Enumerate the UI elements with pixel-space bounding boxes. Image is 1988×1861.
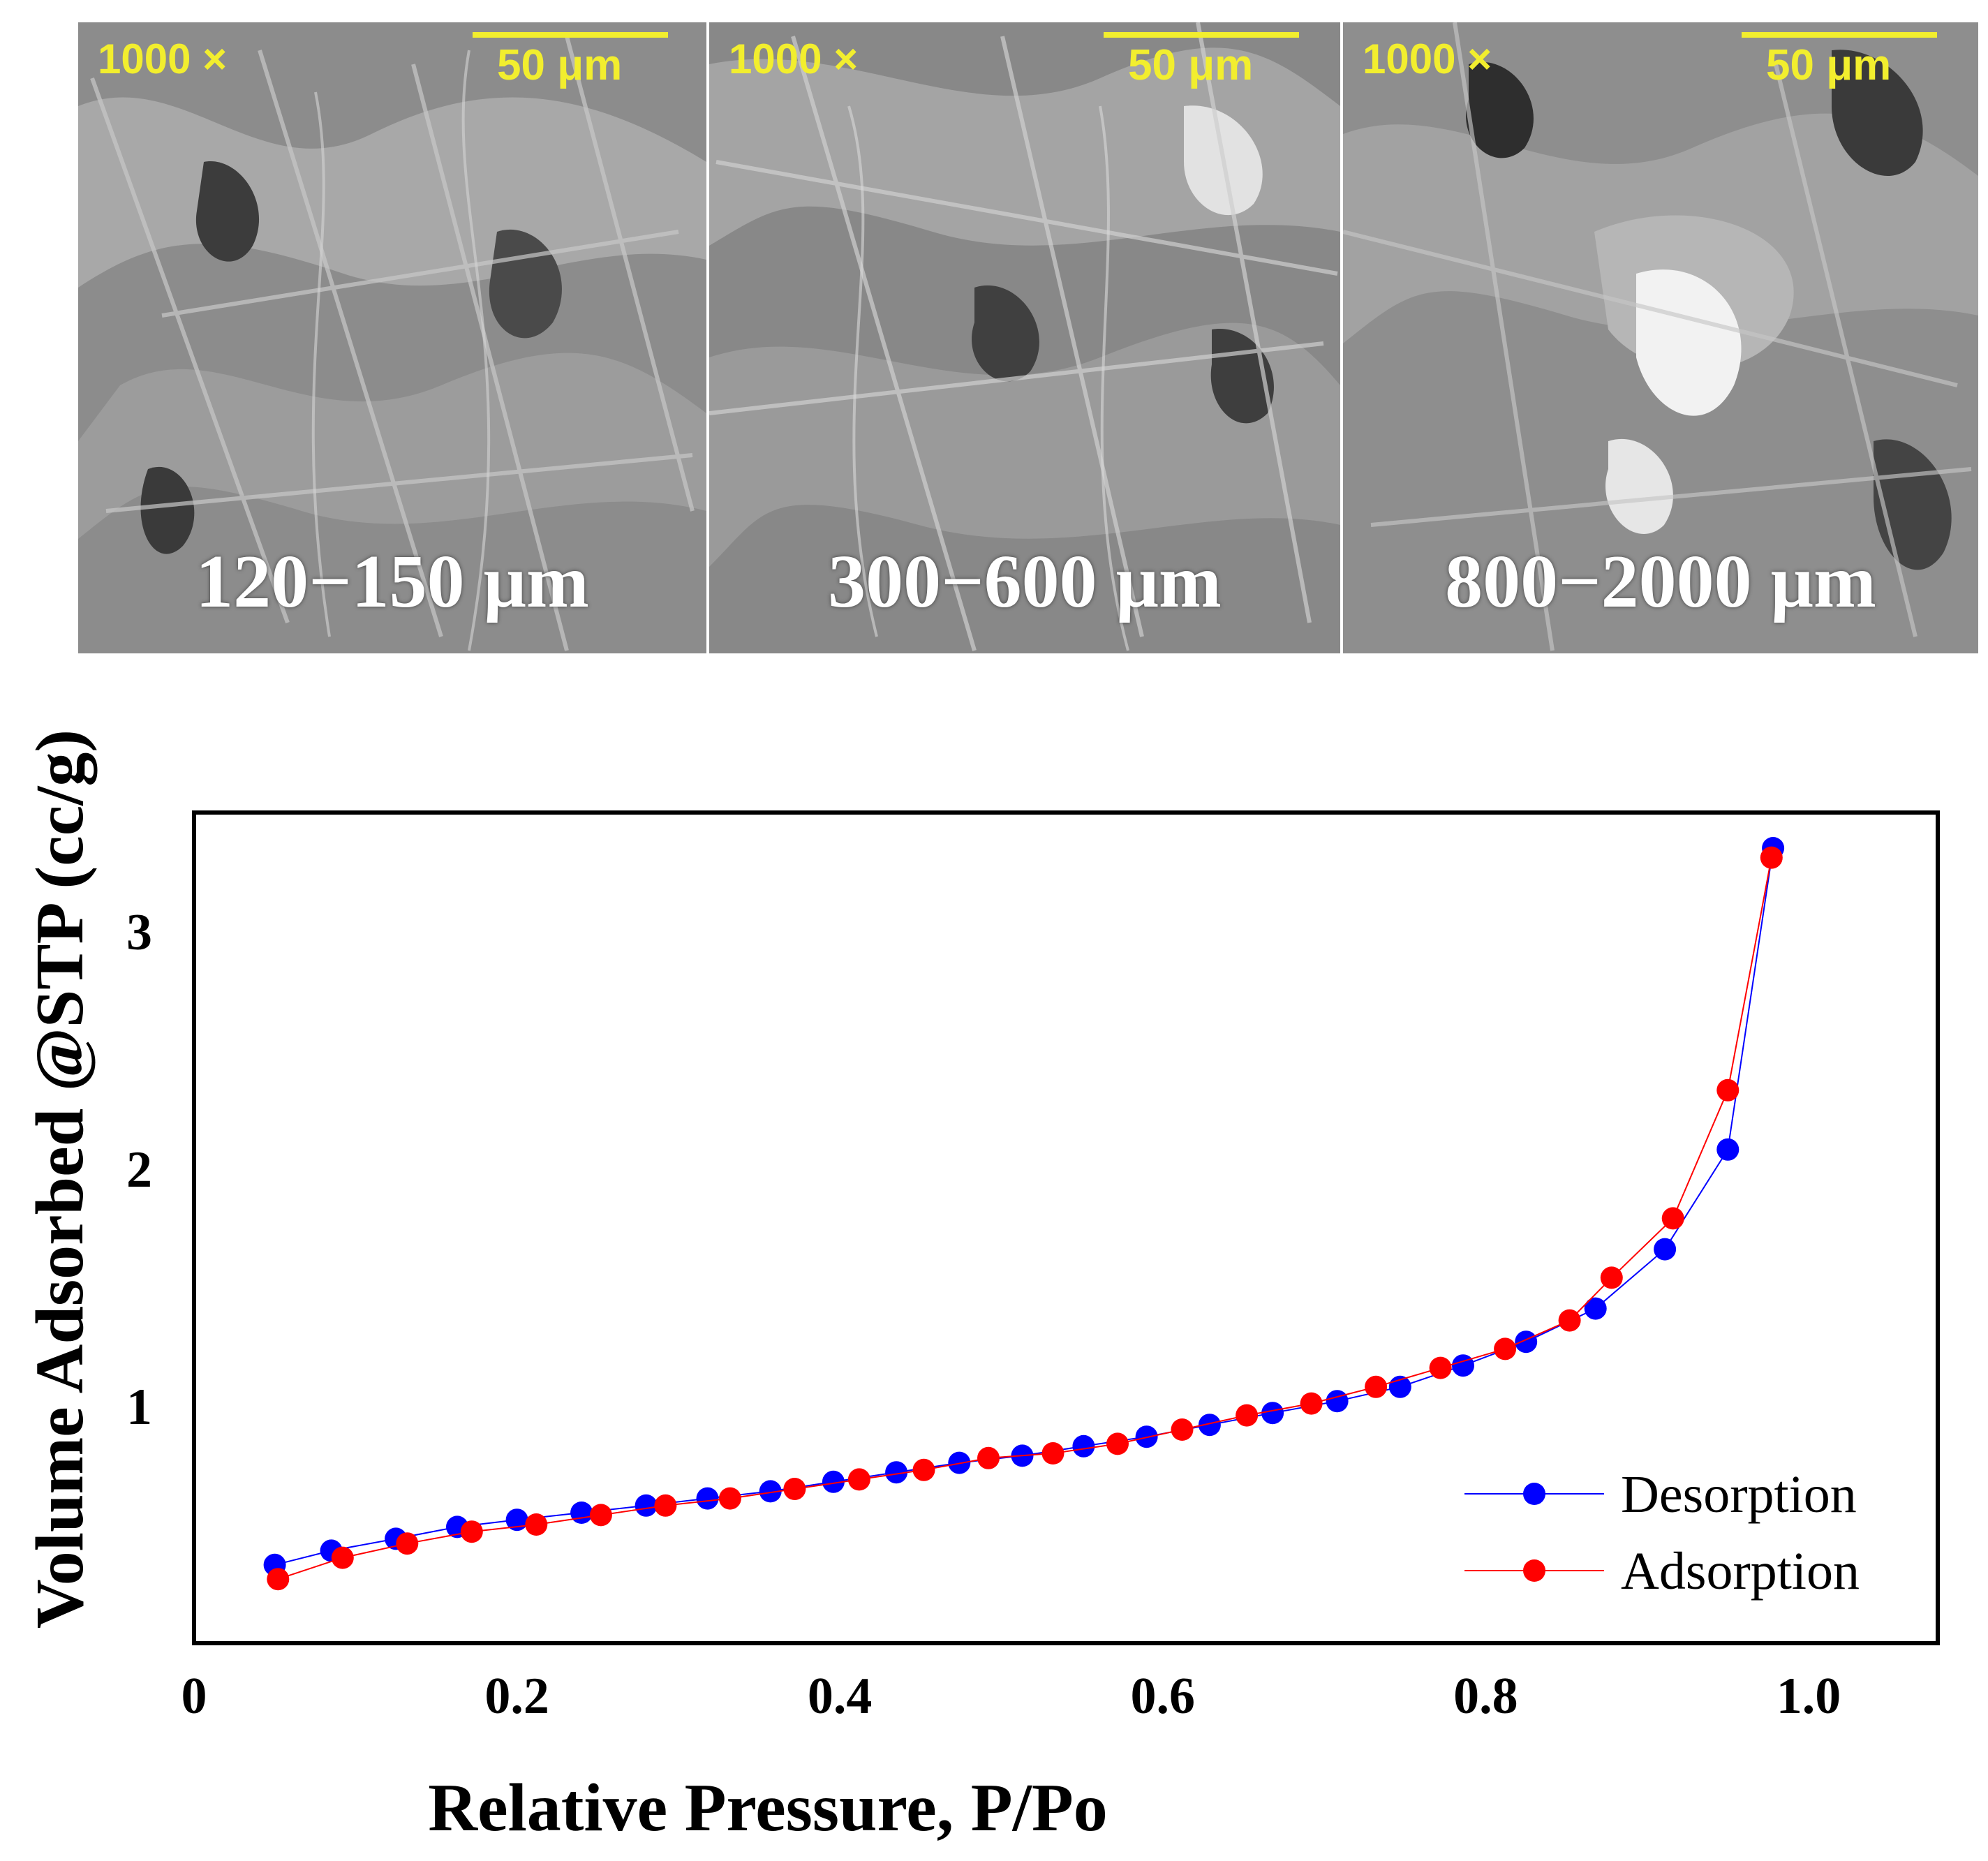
data-point-adsorption xyxy=(1236,1404,1259,1427)
data-point-adsorption xyxy=(783,1478,806,1500)
data-point-desorption xyxy=(759,1480,782,1503)
y-tick-label: 1 xyxy=(126,1379,152,1436)
particle-size-label: 300−600 μm xyxy=(828,540,1222,623)
data-point-adsorption xyxy=(460,1520,483,1543)
legend-label-adsorption: Adsorption xyxy=(1621,1542,1860,1601)
data-point-adsorption xyxy=(1760,846,1783,869)
data-point-desorption xyxy=(822,1470,845,1493)
data-point-adsorption xyxy=(718,1487,741,1510)
data-point-adsorption xyxy=(396,1532,419,1555)
data-point-desorption xyxy=(1072,1434,1095,1458)
data-point-adsorption xyxy=(1300,1392,1323,1415)
series-line-adsorption xyxy=(277,857,1772,1580)
scale-bar-label: 50 μm xyxy=(497,41,623,89)
tick-layer: 0 0.2 0.4 0.6 0.8 1.0 1 2 3 xyxy=(126,904,1841,1725)
x-tick-label: 0.6 xyxy=(1131,1668,1196,1725)
data-point-adsorption xyxy=(977,1446,1000,1469)
data-point-desorption xyxy=(1584,1297,1607,1320)
particle-size-label: 800−2000 μm xyxy=(1445,540,1876,623)
series-layer xyxy=(263,837,1785,1591)
scale-bar-label: 50 μm xyxy=(1128,41,1254,89)
data-point-adsorption xyxy=(1171,1418,1194,1441)
scale-bar-label: 50 μm xyxy=(1766,41,1892,89)
data-point-adsorption xyxy=(654,1494,677,1517)
data-point-adsorption xyxy=(1494,1337,1517,1360)
x-tick-label: 0.4 xyxy=(808,1668,873,1725)
x-axis-title: Relative Pressure, P/Po xyxy=(428,1770,1107,1846)
data-point-adsorption xyxy=(1429,1356,1452,1379)
y-axis-title: Volume Adsorbed @STP (cc/g) xyxy=(22,729,98,1629)
x-tick-label: 0.2 xyxy=(484,1668,549,1725)
data-point-desorption xyxy=(1654,1238,1677,1261)
sem-image-2 xyxy=(709,22,1340,653)
legend-marker-adsorption xyxy=(1523,1559,1545,1582)
legend: Desorption Adsorption xyxy=(1464,1465,1860,1601)
data-point-desorption xyxy=(1326,1390,1349,1413)
legend-marker-desorption xyxy=(1523,1483,1545,1505)
legend-label-desorption: Desorption xyxy=(1621,1465,1857,1524)
data-point-adsorption xyxy=(1365,1375,1388,1398)
magnification-label: 1000 × xyxy=(1363,36,1492,82)
scale-bar xyxy=(473,32,668,38)
data-point-desorption xyxy=(1716,1138,1740,1161)
data-point-adsorption xyxy=(525,1513,548,1536)
data-point-adsorption xyxy=(1661,1207,1684,1230)
x-tick-label: 0 xyxy=(181,1668,207,1725)
x-tick-label: 0.8 xyxy=(1453,1668,1518,1725)
scale-bar xyxy=(1104,32,1299,38)
data-point-adsorption xyxy=(267,1568,290,1591)
isotherm-chart: 0 0.2 0.4 0.6 0.8 1.0 1 2 3 Relative Pressure, P… xyxy=(22,729,1940,1846)
plot-frame xyxy=(192,810,1940,1645)
data-point-desorption xyxy=(885,1461,908,1484)
magnification-label: 1000 × xyxy=(729,36,859,82)
sem-image-3 xyxy=(1343,22,1978,653)
data-point-desorption xyxy=(696,1487,719,1510)
data-point-desorption xyxy=(1452,1354,1474,1377)
particle-size-label: 120−150 μm xyxy=(195,540,589,623)
magnification-label: 1000 × xyxy=(98,36,228,82)
data-point-adsorption xyxy=(1041,1442,1065,1465)
data-point-desorption xyxy=(1261,1402,1284,1425)
data-point-desorption xyxy=(1135,1425,1158,1448)
data-point-adsorption xyxy=(847,1468,870,1491)
sem-panel-2: 1000 × 50 μm 300−600 μm xyxy=(709,22,1343,653)
data-point-desorption xyxy=(1198,1414,1221,1437)
y-tick-label: 2 xyxy=(126,1141,152,1199)
data-point-desorption xyxy=(1515,1330,1538,1354)
y-tick-label: 3 xyxy=(126,904,152,961)
sem-panel-1: 1000 × 50 μm 120−150 μm xyxy=(78,22,709,653)
data-point-adsorption xyxy=(1106,1432,1129,1455)
sem-image-1 xyxy=(78,22,706,653)
data-point-adsorption xyxy=(1558,1309,1581,1332)
data-point-adsorption xyxy=(589,1504,612,1527)
data-point-adsorption xyxy=(331,1546,354,1569)
sem-panel-3: 1000 × 50 μm 800−2000 μm xyxy=(1343,22,1978,653)
data-point-desorption xyxy=(635,1494,658,1517)
scale-bar xyxy=(1742,32,1937,38)
x-tick-label: 1.0 xyxy=(1776,1668,1841,1725)
data-point-adsorption xyxy=(1600,1266,1623,1289)
data-point-adsorption xyxy=(1716,1078,1740,1102)
data-point-desorption xyxy=(570,1502,593,1524)
data-point-adsorption xyxy=(912,1458,935,1481)
